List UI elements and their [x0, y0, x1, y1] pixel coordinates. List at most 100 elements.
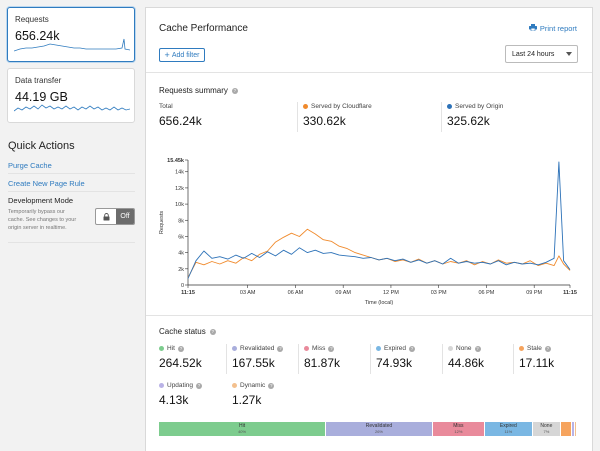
status-dot-icon: [159, 383, 164, 388]
status-bar-segment[interactable]: [571, 422, 575, 436]
help-icon[interactable]: ?: [544, 345, 551, 352]
x-tick-label: 09 PM: [526, 290, 542, 296]
print-report-label: Print report: [539, 24, 577, 33]
cache-status-metric: Expired? 74.93k: [376, 345, 416, 370]
status-bar-segment[interactable]: [574, 422, 577, 436]
segment-percent: 12%: [454, 429, 463, 434]
divider: [8, 191, 135, 192]
help-icon[interactable]: ?: [409, 345, 416, 352]
help-icon[interactable]: ?: [231, 87, 238, 94]
status-value: 264.52k: [159, 356, 202, 370]
development-mode-description: Temporarily bypass our cache. See change…: [8, 209, 77, 231]
status-value: 74.93k: [376, 356, 413, 370]
x-tick-label: 12 PM: [383, 290, 399, 296]
plus-icon: +: [164, 50, 170, 60]
requests-summary-header: Requests summary ?: [159, 86, 238, 95]
divider: [8, 173, 135, 174]
development-mode-toggle[interactable]: Off: [95, 208, 135, 225]
status-value: 44.86k: [448, 356, 485, 370]
status-dot-icon: [232, 346, 237, 351]
y-tick-label: 14k: [175, 170, 184, 176]
help-icon[interactable]: ?: [209, 328, 216, 335]
printer-icon: [528, 24, 537, 33]
quick-actions-title: Quick Actions: [8, 140, 75, 152]
status-bar-segment[interactable]: [561, 422, 572, 436]
cloudflare-dot-icon: [303, 104, 308, 109]
series-line: [187, 161, 571, 279]
help-icon[interactable]: ?: [268, 382, 275, 389]
requests-line-chart: 0 2k 4k 6k 8k 10k 12k 14k 15.45k 11:15 03 AM 06 AM 0…: [159, 158, 577, 306]
status-bar-segment[interactable]: Expired 11%: [485, 422, 533, 436]
requests-card[interactable]: Requests 656.24k: [7, 7, 135, 62]
status-dot-icon: [159, 346, 164, 351]
status-dot-icon: [232, 383, 237, 388]
x-tick-label: 11:15: [181, 290, 195, 296]
status-label: Hit: [167, 345, 175, 352]
x-tick-label: 03 PM: [431, 290, 447, 296]
status-label: None: [456, 345, 472, 352]
create-page-rule-link[interactable]: Create New Page Rule: [8, 179, 85, 188]
x-tick-label: 03 AM: [240, 290, 256, 296]
status-dot-icon: [304, 346, 309, 351]
x-tick-label: 06 AM: [288, 290, 304, 296]
divider: [146, 72, 592, 73]
y-tick-label: 4k: [178, 251, 184, 257]
time-range-select[interactable]: Last 24 hours: [505, 45, 578, 63]
cloudflare-value: 330.62k: [303, 114, 346, 128]
y-tick-label: 6k: [178, 234, 184, 240]
status-dot-icon: [448, 346, 453, 351]
cache-status-metric: Hit? 264.52k: [159, 345, 202, 370]
segment-label: Miss: [453, 422, 464, 429]
data-transfer-value: 44.19 GB: [15, 90, 68, 104]
y-tick-label: 2k: [178, 267, 184, 273]
data-transfer-label: Data transfer: [15, 76, 62, 85]
series-line: [187, 228, 571, 278]
y-tick-label: 12k: [175, 186, 184, 192]
cache-status-metric: None? 44.86k: [448, 345, 484, 370]
toggle-state-label: Off: [116, 209, 134, 224]
x-tick-label: 11:15: [563, 290, 577, 296]
x-tick-label: 06 PM: [478, 290, 494, 296]
data-transfer-sparkline: [14, 104, 130, 112]
status-label: Stale: [527, 345, 542, 352]
help-icon[interactable]: ?: [196, 382, 203, 389]
y-tick-label: 10k: [175, 202, 184, 208]
requests-sparkline: [14, 38, 130, 52]
add-filter-button[interactable]: + Add filter: [159, 48, 205, 62]
help-icon[interactable]: ?: [328, 345, 335, 352]
served-by-cloudflare-metric: Served by Cloudflare 330.62k: [303, 103, 372, 128]
total-label: Total: [159, 103, 173, 110]
development-mode-title: Development Mode: [8, 196, 74, 205]
help-icon[interactable]: ?: [277, 345, 284, 352]
y-tick-label: 8k: [178, 218, 184, 224]
served-by-origin-metric: Served by Origin 325.62k: [447, 103, 503, 128]
status-bar-segment[interactable]: Miss 12%: [432, 422, 486, 436]
total-value: 656.24k: [159, 114, 202, 128]
data-transfer-card[interactable]: Data transfer 44.19 GB: [7, 68, 135, 123]
print-report-button[interactable]: Print report: [528, 24, 577, 33]
cache-status-metric: Miss? 81.87k: [304, 345, 340, 370]
status-bar-segment[interactable]: None 7%: [532, 422, 562, 436]
segment-label: Hit: [239, 422, 246, 429]
divider: [226, 344, 227, 374]
divider: [442, 344, 443, 374]
y-tick-label: 0: [181, 283, 184, 289]
y-tick-label: 15.45k: [167, 158, 185, 164]
y-axis-title: Requests: [159, 211, 165, 234]
purge-cache-link[interactable]: Purge Cache: [8, 161, 52, 170]
requests-summary-title: Requests summary: [159, 86, 228, 95]
status-value: 81.87k: [304, 356, 341, 370]
divider: [297, 102, 298, 132]
cache-status-header: Cache status ?: [159, 327, 216, 336]
cache-performance-panel: Cache Performance Print report + Add fil…: [145, 7, 593, 451]
status-bar-segment[interactable]: Hit 40%: [159, 422, 327, 436]
divider: [513, 344, 514, 374]
status-value: 1.27k: [232, 393, 262, 407]
origin-label: Served by Origin: [455, 103, 504, 110]
lock-icon: [96, 209, 116, 224]
status-bar-segment[interactable]: Revalidated 26%: [326, 422, 433, 436]
divider: [146, 315, 592, 316]
divider: [8, 242, 135, 243]
help-icon[interactable]: ?: [177, 345, 184, 352]
help-icon[interactable]: ?: [474, 345, 481, 352]
